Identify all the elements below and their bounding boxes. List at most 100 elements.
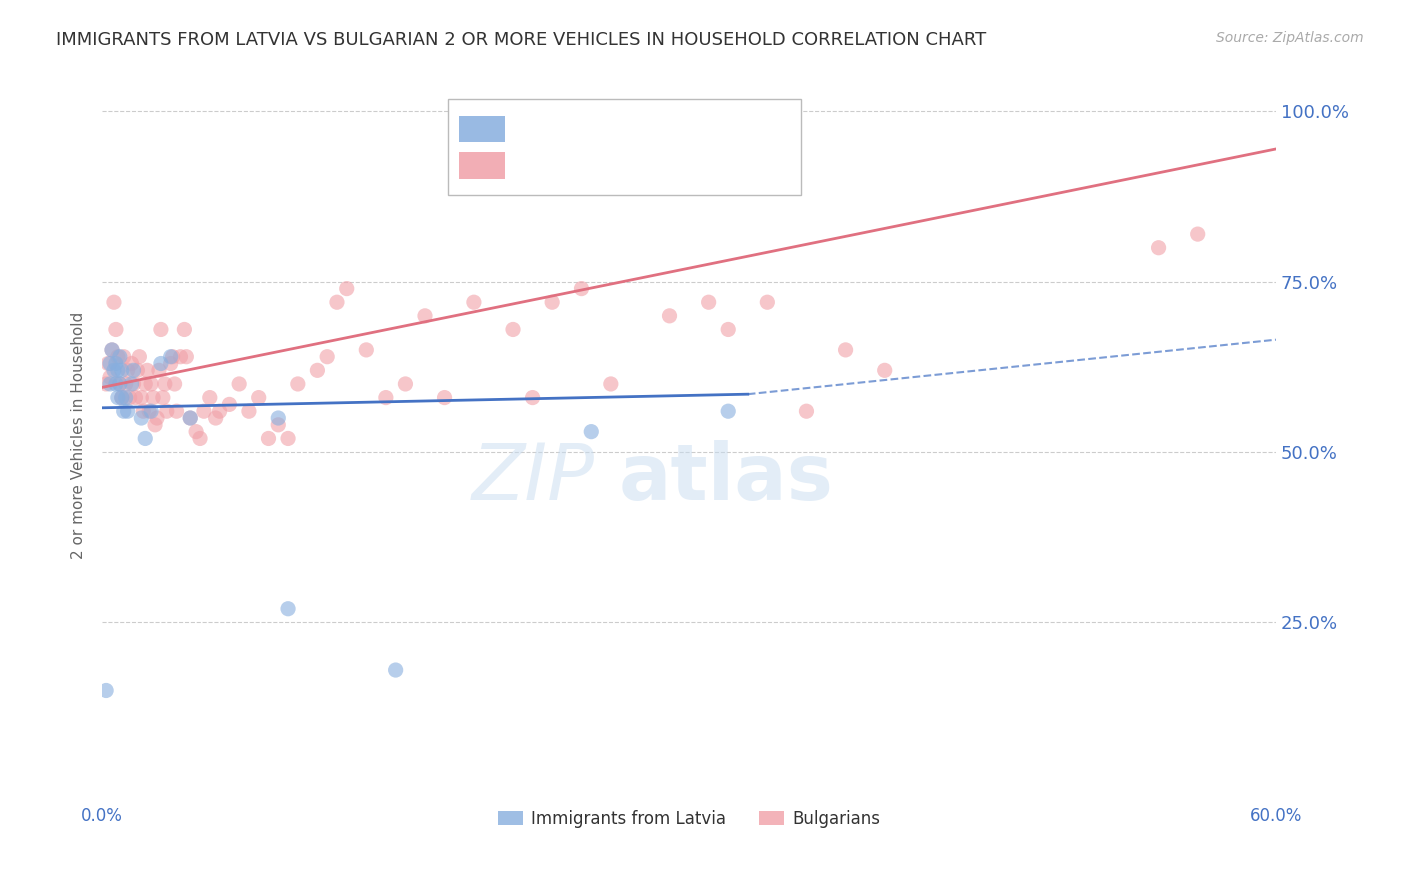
Point [104, 322, 127, 336]
Text: 0.0%: 0.0% [82, 806, 124, 824]
Point [139, 376, 162, 391]
Point [142, 391, 165, 405]
Point [159, 350, 181, 364]
Point [108, 376, 131, 391]
Point [98, 370, 121, 384]
Point [581, 425, 603, 439]
Point [267, 411, 290, 425]
Point [112, 404, 135, 418]
Text: atlas: atlas [619, 440, 834, 516]
Point [277, 601, 299, 615]
Point [134, 376, 156, 391]
Point [111, 391, 134, 405]
Point [143, 417, 166, 432]
Point [541, 295, 564, 310]
Point [103, 363, 125, 377]
Point [326, 295, 349, 310]
Point [149, 357, 172, 371]
Text: 60.0%: 60.0% [1250, 806, 1302, 824]
Point [218, 397, 240, 411]
Point [717, 404, 740, 418]
Point [1187, 227, 1209, 241]
Point [132, 404, 155, 418]
Point [188, 432, 211, 446]
Point [179, 411, 201, 425]
Point [122, 376, 145, 391]
Point [336, 282, 359, 296]
Point [599, 376, 621, 391]
Point [138, 404, 160, 418]
Point [118, 391, 141, 405]
Point [834, 343, 856, 357]
Point [394, 376, 416, 391]
Point [131, 411, 153, 425]
Point [717, 322, 740, 336]
Point [873, 363, 896, 377]
Point [108, 350, 131, 364]
Point [111, 391, 134, 405]
Point [374, 391, 396, 405]
Point [163, 376, 186, 391]
Point [94, 376, 117, 391]
Point [136, 363, 159, 377]
Point [101, 343, 124, 357]
Point [98, 357, 121, 371]
Point [267, 417, 290, 432]
Point [103, 295, 125, 310]
Point [111, 363, 134, 377]
Point [101, 343, 124, 357]
Point [114, 376, 136, 391]
Point [571, 282, 593, 296]
Point [184, 425, 207, 439]
Text: IMMIGRANTS FROM LATVIA VS BULGARIAN 2 OR MORE VEHICLES IN HOUSEHOLD CORRELATION : IMMIGRANTS FROM LATVIA VS BULGARIAN 2 OR… [56, 31, 987, 49]
Point [121, 376, 143, 391]
Point [179, 411, 201, 425]
Point [114, 391, 136, 405]
Point [356, 343, 378, 357]
Point [153, 376, 176, 391]
Point [287, 376, 309, 391]
Point [204, 411, 226, 425]
Point [228, 376, 250, 391]
Point [108, 376, 131, 391]
Point [756, 295, 779, 310]
Point [122, 363, 145, 377]
Point [413, 309, 436, 323]
Point [107, 363, 129, 377]
Point [152, 391, 174, 405]
Point [522, 391, 544, 405]
Point [104, 376, 127, 391]
Point [124, 391, 146, 405]
Point [128, 350, 150, 364]
Point [121, 357, 143, 371]
Point [148, 363, 170, 377]
Point [156, 404, 179, 418]
Point [169, 350, 191, 364]
Point [257, 432, 280, 446]
Point [173, 322, 195, 336]
Text: ZIP: ZIP [472, 440, 595, 516]
Point [247, 391, 270, 405]
Point [193, 404, 215, 418]
Text: Source: ZipAtlas.com: Source: ZipAtlas.com [1216, 31, 1364, 45]
Point [277, 432, 299, 446]
Point [697, 295, 720, 310]
Point [238, 404, 260, 418]
Point [166, 404, 188, 418]
Point [433, 391, 456, 405]
Point [134, 432, 156, 446]
Point [176, 350, 198, 364]
Point [107, 391, 129, 405]
Point [159, 357, 181, 371]
Point [94, 683, 117, 698]
Point [658, 309, 681, 323]
Point [463, 295, 485, 310]
Point [502, 322, 524, 336]
Point [97, 357, 120, 371]
Point [307, 363, 329, 377]
Point [127, 363, 149, 377]
Point [112, 350, 135, 364]
Point [198, 391, 221, 405]
Point [162, 350, 184, 364]
Point [139, 404, 162, 418]
